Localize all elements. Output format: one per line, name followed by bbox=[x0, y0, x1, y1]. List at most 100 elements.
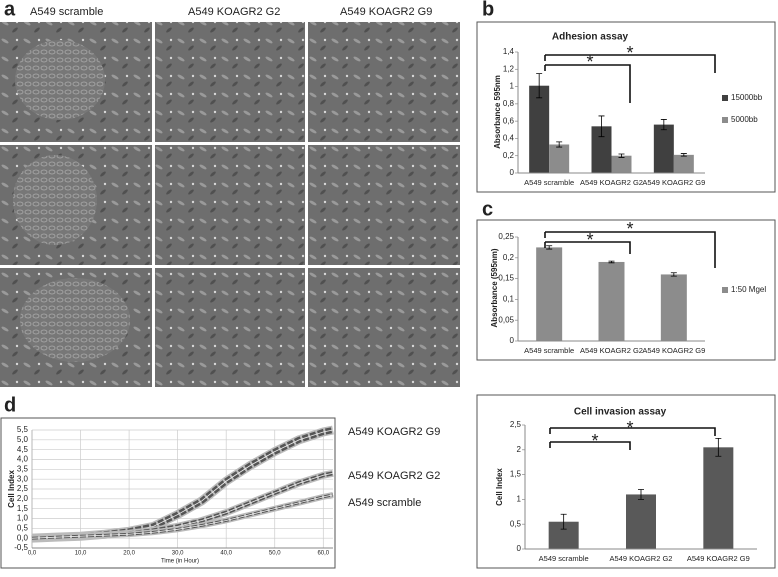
microscopy-grid bbox=[0, 22, 460, 387]
x-tick-label: A549 scramble bbox=[524, 346, 574, 355]
y-tick-label: 0,5 bbox=[510, 519, 522, 528]
y-tick-label: 5,5 bbox=[17, 425, 29, 434]
x-tick-label: 10,0 bbox=[75, 551, 87, 557]
panel-label: a bbox=[4, 0, 16, 20]
error-bar bbox=[608, 260, 615, 264]
panel-label: c bbox=[482, 198, 493, 220]
x-tick-label: A549 KOAGR2 G2 bbox=[610, 554, 673, 563]
y-tick-label: 0,5 bbox=[17, 523, 29, 532]
x-axis-label: Time (in Hour) bbox=[161, 559, 199, 565]
bar bbox=[529, 85, 550, 173]
x-tick-label: 60,0 bbox=[317, 551, 329, 557]
legend-label: 1:50 Mgel bbox=[731, 285, 766, 294]
error-bar bbox=[680, 153, 687, 157]
annotation: * bbox=[626, 43, 633, 63]
bar bbox=[591, 126, 612, 173]
y-tick-label: 0,0 bbox=[17, 533, 29, 542]
image bbox=[308, 145, 460, 265]
y-axis-label: Cell Index bbox=[495, 468, 504, 506]
y-tick-label: 0,4 bbox=[503, 134, 515, 143]
series-label: A549 KOAGR2 G9 bbox=[348, 426, 440, 438]
y-tick-label: 0 bbox=[510, 168, 515, 177]
cell-cluster bbox=[13, 155, 97, 245]
y-tick-label: 4,0 bbox=[17, 455, 29, 464]
y-tick-label: 0,05 bbox=[498, 315, 514, 324]
x-tick-label: A549 KOAGR2 G9 bbox=[642, 178, 705, 187]
cell-cluster bbox=[15, 40, 105, 120]
significance-bracket bbox=[544, 231, 716, 268]
chart-title: Adhesion assay bbox=[552, 32, 629, 43]
legend-label: 5000bb bbox=[731, 115, 758, 124]
y-tick-label: 2,0 bbox=[17, 494, 29, 503]
legend-label: 15000bb bbox=[731, 93, 763, 102]
significance-bracket bbox=[549, 427, 716, 436]
y-tick-label: 0,2 bbox=[503, 151, 515, 160]
image bbox=[308, 268, 460, 387]
y-tick-label: 1,4 bbox=[503, 47, 515, 56]
y-tick-label: 1 bbox=[510, 82, 515, 91]
y-tick-label: 0,8 bbox=[503, 99, 515, 108]
error-bar bbox=[536, 73, 543, 99]
y-tick-label: 0,1 bbox=[503, 295, 515, 304]
error-bar bbox=[618, 153, 625, 158]
x-tick-label: 40,0 bbox=[220, 551, 232, 557]
line-center bbox=[31, 494, 334, 539]
bar bbox=[673, 154, 694, 173]
bar bbox=[598, 261, 625, 341]
y-tick-label: 3,5 bbox=[17, 464, 29, 473]
significance-bracket bbox=[544, 241, 631, 254]
annotation: * bbox=[591, 431, 598, 451]
image bbox=[155, 22, 305, 142]
panel-label: d bbox=[4, 394, 16, 416]
chart-title: Cell invasion assay bbox=[574, 407, 667, 418]
error-bar bbox=[556, 141, 563, 148]
error-bar bbox=[670, 272, 677, 277]
image bbox=[308, 22, 460, 142]
y-tick-label: 1 bbox=[517, 495, 522, 504]
annotation: * bbox=[626, 418, 633, 438]
annotation: * bbox=[586, 52, 593, 72]
y-tick-label: 1,5 bbox=[510, 470, 522, 479]
y-axis-label: Absorbance 595nm bbox=[493, 75, 502, 149]
y-tick-label: 0 bbox=[510, 336, 515, 345]
bar bbox=[611, 155, 632, 173]
y-tick-label: 0,15 bbox=[498, 274, 514, 283]
y-tick-label: 2,5 bbox=[17, 484, 29, 493]
error-bar bbox=[560, 513, 567, 530]
error-bar bbox=[715, 437, 722, 457]
significance-bracket bbox=[544, 64, 631, 103]
x-tick-label: A549 KOAGR2 G9 bbox=[642, 346, 705, 355]
x-tick-label: 20,0 bbox=[123, 551, 135, 557]
annotation: * bbox=[626, 219, 633, 239]
image bbox=[155, 268, 305, 387]
y-tick-label: 5,0 bbox=[17, 435, 29, 444]
chart-frame bbox=[0, 417, 336, 569]
y-tick-label: 1,5 bbox=[17, 504, 29, 513]
series-label: A549 scramble bbox=[348, 497, 421, 509]
bar bbox=[626, 494, 656, 549]
y-tick-label: 2 bbox=[517, 445, 522, 454]
error-bar bbox=[638, 489, 644, 500]
image bbox=[155, 145, 305, 265]
bar bbox=[536, 247, 563, 341]
x-tick-label: 50,0 bbox=[269, 551, 281, 557]
y-tick-label: 0,25 bbox=[498, 232, 514, 241]
x-tick-label: A549 KOAGR2 G2 bbox=[580, 346, 643, 355]
bar bbox=[660, 274, 687, 341]
x-tick-label: 30,0 bbox=[172, 551, 184, 557]
y-axis-label: Absorbance (595nm) bbox=[490, 248, 499, 327]
y-tick-label: 2,5 bbox=[510, 420, 522, 429]
y-tick-label: 0,2 bbox=[503, 253, 515, 262]
series-label: A549 KOAGR2 G2 bbox=[348, 470, 440, 482]
image-column-label: A549 KOAGR2 G2 bbox=[188, 6, 280, 18]
y-tick-label: 0,6 bbox=[503, 116, 515, 125]
bar bbox=[703, 447, 734, 549]
annotation: * bbox=[586, 230, 593, 250]
panel-label: b bbox=[482, 0, 494, 20]
image-column-label: A549 scramble bbox=[30, 6, 103, 18]
image-column-label: A549 KOAGR2 G9 bbox=[340, 6, 432, 18]
error-bar bbox=[598, 115, 605, 138]
y-tick-label: 1,0 bbox=[17, 514, 29, 523]
cell-cluster bbox=[20, 278, 130, 362]
